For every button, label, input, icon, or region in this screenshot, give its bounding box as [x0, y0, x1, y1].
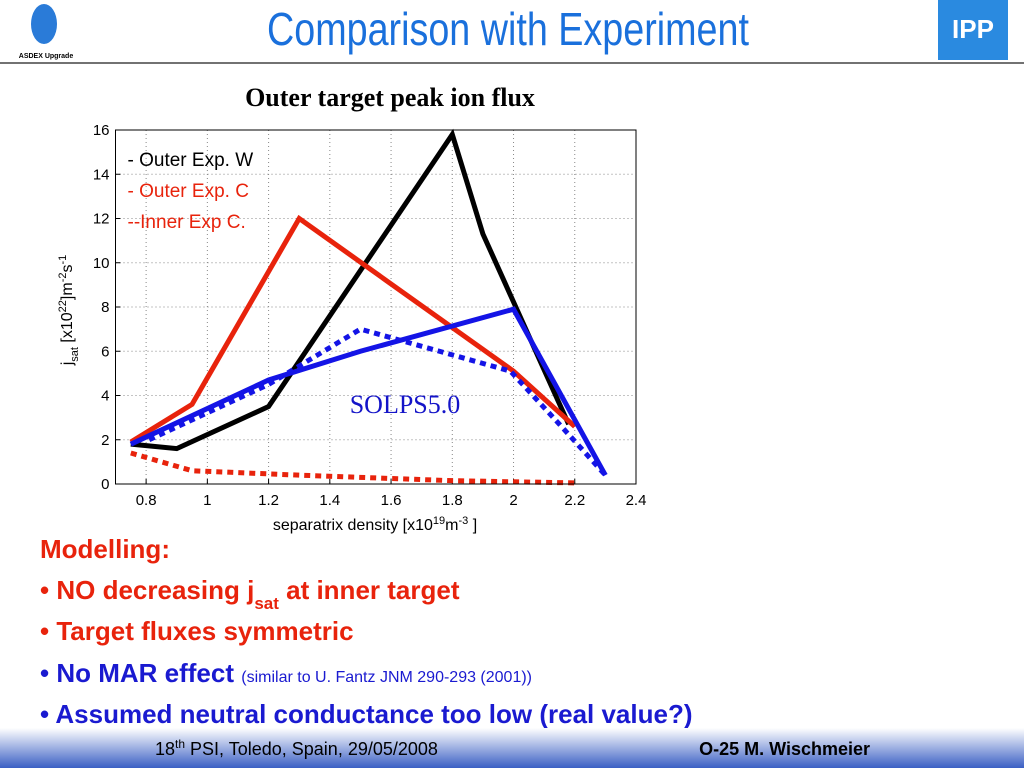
- text: (similar to U. Fantz JNM 290-293 (2001)): [241, 669, 532, 686]
- bullet-item: • Target fluxes symmetric: [40, 616, 354, 646]
- y-tick-label: 8: [101, 299, 109, 316]
- logo: [31, 4, 57, 44]
- y-tick-label: 2: [101, 432, 109, 449]
- bullet-item: • Assumed neutral conductance too low (r…: [40, 699, 693, 729]
- text: Target fluxes symmetric: [56, 616, 353, 646]
- label-part: -1: [57, 255, 69, 265]
- bullet-item: • NO decreasing jsat at inner target: [40, 575, 460, 613]
- text: Assumed neutral conductance too low (rea…: [55, 699, 692, 729]
- x-tick-label: 0.8: [136, 492, 157, 509]
- plot: 0.8 1 1.2 1.4 1.6 1.8 2 2.2 2.4 0 2 4 6 8 10 12 14 16 - Ou…: [93, 122, 647, 509]
- legend-entry: - Outer Exp. C: [128, 181, 249, 202]
- x-tick-label: 2.4: [626, 492, 647, 509]
- label-part: [x10: [59, 312, 76, 347]
- y-tick-label: 6: [101, 343, 109, 360]
- label-part: ]m: [59, 282, 76, 300]
- text: No MAR effect: [56, 658, 234, 688]
- x-tick-label: 1.6: [381, 492, 402, 509]
- y-tick-label: 16: [93, 122, 110, 139]
- x-axis-label: separatrix density [x1019m-3 ]: [273, 515, 477, 534]
- y-axis-label: jsat [x1022]m-2s-1: [57, 255, 81, 367]
- legend-entry: --Inner Exp C.: [128, 212, 246, 233]
- ipp-text: IPP: [952, 14, 994, 44]
- label-part: separatrix density [x10: [273, 517, 433, 534]
- series-line: [130, 450, 575, 486]
- x-tick-label: 1: [203, 492, 211, 509]
- bullet-item: • No MAR effect (similar to U. Fantz JNM…: [40, 658, 532, 688]
- plot-frame: [115, 129, 637, 485]
- series-line: [130, 128, 571, 452]
- text: sat: [254, 594, 279, 613]
- logo-text: ASDEX Upgrade: [19, 53, 74, 60]
- text: PSI, Toledo, Spain, 29/05/2008: [185, 739, 438, 759]
- label-part: -3: [458, 515, 468, 527]
- text: th: [175, 737, 185, 751]
- y-tick-label: 12: [93, 211, 110, 228]
- ipp-box: [938, 0, 1008, 60]
- label-part: j: [59, 362, 76, 367]
- label-part: 19: [433, 515, 445, 527]
- footer-event: 18th PSI, Toledo, Spain, 29/05/2008: [155, 737, 438, 759]
- label-part: -2: [57, 273, 69, 283]
- series-line: [129, 306, 608, 477]
- annotation: SOLPS5.0: [350, 390, 461, 419]
- label-part: ]: [468, 517, 477, 534]
- y-tick-label: 4: [101, 388, 109, 405]
- y-tick-label: 14: [93, 166, 110, 183]
- series-line: [148, 326, 608, 477]
- bullet: •: [40, 658, 49, 688]
- footer-talk: O-25 M. Wischmeier: [699, 739, 870, 759]
- y-tick-label: 0: [101, 476, 109, 493]
- x-tick-label: 1.8: [442, 492, 463, 509]
- text: 18: [155, 739, 175, 759]
- label-part: m: [445, 517, 458, 534]
- x-tick-label: 2.2: [564, 492, 585, 509]
- bullet: •: [40, 699, 49, 729]
- legend-entry: - Outer Exp. W: [128, 150, 254, 171]
- footer-band: [0, 728, 1024, 768]
- series-line: [129, 214, 577, 445]
- slide-title: Comparison with Experiment: [267, 3, 749, 54]
- bullet: •: [40, 616, 49, 646]
- label-part: 22: [57, 300, 69, 312]
- text: NO decreasing j: [56, 575, 254, 605]
- chart-title: Outer target peak ion flux: [245, 83, 535, 112]
- x-tick-label: 1.4: [319, 492, 340, 509]
- y-tick-label: 10: [93, 255, 110, 272]
- x-tick-label: 1.2: [258, 492, 279, 509]
- text: at inner target: [279, 575, 460, 605]
- label-part: sat: [69, 347, 81, 362]
- bullet: •: [40, 575, 49, 605]
- notes-heading: Modelling:: [40, 534, 170, 564]
- label-part: s: [59, 265, 76, 273]
- x-tick-label: 2: [509, 492, 517, 509]
